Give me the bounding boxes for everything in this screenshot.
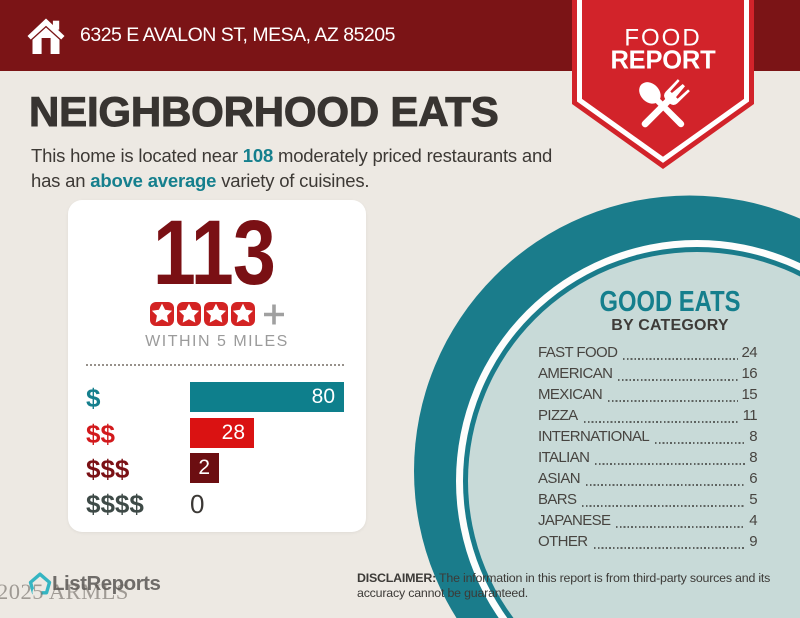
svg-text:REPORT: REPORT [610,47,716,75]
svg-text:FOOD: FOOD [624,25,701,52]
